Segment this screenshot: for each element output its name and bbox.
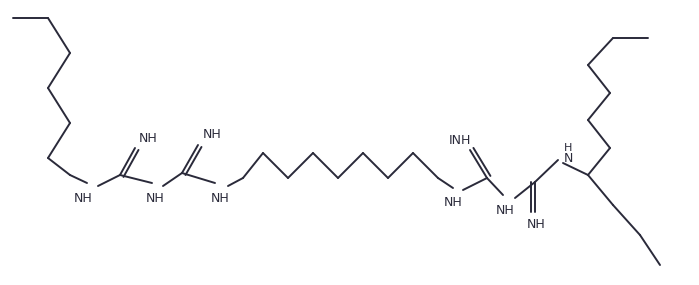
- Text: NH: NH: [73, 192, 92, 205]
- Text: NH: NH: [210, 192, 229, 205]
- Text: N: N: [563, 152, 572, 164]
- Text: NH: NH: [526, 219, 545, 231]
- Text: NH: NH: [203, 129, 222, 141]
- Text: NH: NH: [444, 196, 462, 209]
- Text: NH: NH: [145, 192, 164, 205]
- Text: NH: NH: [496, 203, 514, 217]
- Text: NH: NH: [138, 131, 157, 144]
- Text: INH: INH: [449, 133, 471, 146]
- Text: H: H: [564, 143, 572, 153]
